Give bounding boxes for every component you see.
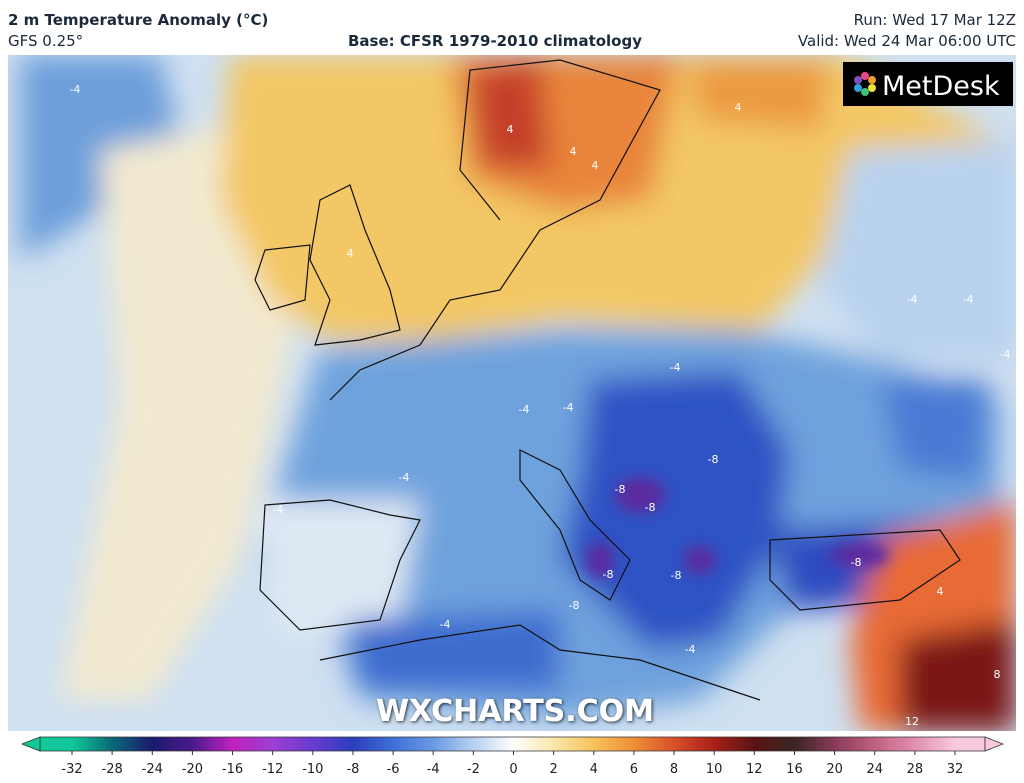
run: Run: Wed 17 Mar 12Z xyxy=(854,11,1016,29)
contour-label: 4 xyxy=(507,123,514,136)
colorbar-tick-label: 16 xyxy=(786,762,803,777)
field-spot xyxy=(615,477,665,513)
field-spot xyxy=(684,546,716,574)
contour-label: 4 xyxy=(570,145,577,158)
coast-italy xyxy=(519,449,631,601)
contour-label: -8 xyxy=(615,483,626,496)
coast-iberia xyxy=(259,499,421,631)
colorbar-tick-label: -20 xyxy=(182,762,203,777)
colorbar-low-arrow xyxy=(20,736,41,752)
colorbar-tick-label: 10 xyxy=(706,762,723,777)
coastlines xyxy=(254,59,961,701)
colorbar-tick-label: 0 xyxy=(509,762,517,777)
coast-north xyxy=(329,59,661,401)
contour-label: -4 xyxy=(273,503,284,516)
contour-label: -8 xyxy=(671,569,682,582)
contour-label: -4 xyxy=(440,618,451,631)
coast-britain xyxy=(309,184,401,346)
contour-label: -8 xyxy=(851,556,862,569)
contour-label: -4 xyxy=(519,403,530,416)
colorbar-tick-label: -6 xyxy=(387,762,400,777)
logo-text: MetDesk xyxy=(882,71,1000,102)
colorbar-tick-label: 2 xyxy=(549,762,557,777)
map: -4 4 4 4 4 4 -4 -4 -4 -4 -4 -4 -4 -4 -8 -8 -8 -8 -8 -8 -8 -4 -… xyxy=(8,55,1016,731)
field-spot xyxy=(586,542,614,578)
field-east-pale xyxy=(820,140,1016,360)
colorbar-tick-label: -28 xyxy=(102,762,123,777)
colorbar-tick-label: -32 xyxy=(61,762,82,777)
contour-label: 8 xyxy=(994,668,1001,681)
field-extremes xyxy=(586,477,890,578)
colorbar-tick-label: 12 xyxy=(746,762,763,777)
contour-label: -4 xyxy=(670,361,681,374)
colorbar-tick-label: 20 xyxy=(826,762,843,777)
field-cold-nw xyxy=(20,55,180,260)
field-norway xyxy=(470,60,550,170)
contour-label: 4 xyxy=(937,585,944,598)
contour-label: 4 xyxy=(592,159,599,172)
logo-box xyxy=(843,62,1013,106)
colorbar-high-arrow xyxy=(984,736,1005,752)
contour-label: -4 xyxy=(963,293,974,306)
contour-label: -4 xyxy=(685,643,696,656)
watermark: WXCHARTS.COM xyxy=(376,694,654,729)
field-iberia xyxy=(260,500,420,640)
colorbar: -32 -28 -24 -20 -16 -12 -10 -8 -6 -4 -2 0 2 4 6 8 10 12 16… xyxy=(20,736,1005,777)
title: 2 m Temperature Anomaly (°C) xyxy=(8,11,268,29)
field-finland xyxy=(690,60,830,130)
contour-label: -4 xyxy=(399,471,410,484)
colorbar-tick-label: 8 xyxy=(670,762,678,777)
valid: Valid: Wed 24 Mar 06:00 UTC xyxy=(798,32,1016,50)
contour-label: -8 xyxy=(645,501,656,514)
contour-label: 12 xyxy=(905,715,919,728)
colorbar-tick-label: 32 xyxy=(947,762,964,777)
contour-label: -4 xyxy=(70,83,81,96)
colorbar-tick-label: -16 xyxy=(222,762,243,777)
colorbar-tick-label: -2 xyxy=(467,762,480,777)
field-balkans xyxy=(560,370,790,650)
contour-label: -4 xyxy=(1000,348,1011,361)
field-north-africa xyxy=(350,610,560,690)
contour-label: -8 xyxy=(569,599,580,612)
colorbar-tick-label: -12 xyxy=(262,762,283,777)
colorbar-tick-label: -24 xyxy=(142,762,163,777)
contour-labels: -4 4 4 4 4 4 -4 -4 -4 -4 -4 -4 -4 -4 -8 -8 -8 -8 -8 -8 -8 -4 -… xyxy=(70,83,1011,728)
base: Base: CFSR 1979-2010 climatology xyxy=(348,32,642,50)
logo-icon xyxy=(854,72,876,96)
colorbar-tick-label: 6 xyxy=(630,762,638,777)
field-east-cold xyxy=(880,380,990,480)
colorbar-bar xyxy=(39,736,986,752)
contour-label: -8 xyxy=(708,453,719,466)
colorbar-tick-label: -4 xyxy=(427,762,440,777)
contour-label: -4 xyxy=(907,293,918,306)
field-southeast-hot xyxy=(900,620,1016,731)
logo: MetDesk xyxy=(843,62,1013,106)
model: GFS 0.25° xyxy=(8,32,83,50)
coast-ireland xyxy=(254,244,311,311)
field-atlantic-warm xyxy=(60,120,300,700)
contour-label: 4 xyxy=(347,247,354,260)
field-spot xyxy=(830,543,890,567)
contour-label: -4 xyxy=(563,401,574,414)
colorbar-tick-label: 4 xyxy=(590,762,598,777)
colorbar-tick-label: 24 xyxy=(866,762,883,777)
anomaly-field xyxy=(20,55,1016,731)
colorbar-tick-label: -8 xyxy=(346,762,359,777)
contour-label: -8 xyxy=(603,568,614,581)
coast-africa xyxy=(319,624,761,701)
coast-turkey xyxy=(769,529,961,611)
contour-label: 4 xyxy=(735,101,742,114)
colorbar-tick-label: -10 xyxy=(302,762,323,777)
colorbar-tick-label: 28 xyxy=(907,762,924,777)
